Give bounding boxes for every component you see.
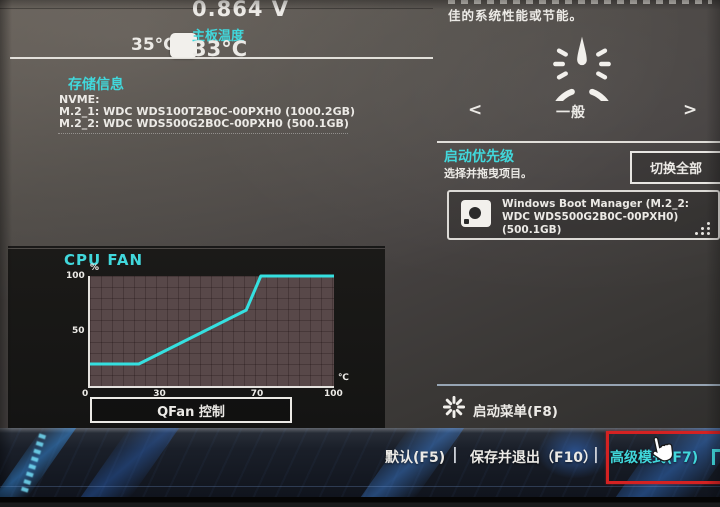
gauge-marker bbox=[170, 33, 197, 58]
storage-drive-m2-1: M.2_1: WDC WDS100T2B0C-00PXH0 (1000.2GB) bbox=[59, 105, 356, 118]
switch-all-button[interactable]: 切换全部 bbox=[630, 151, 720, 184]
fan-curve-svg bbox=[90, 274, 334, 366]
switch-all-label: 切换全部 bbox=[649, 162, 702, 177]
drive-icon bbox=[461, 200, 491, 227]
storage-section-title: 存储信息 bbox=[68, 77, 124, 93]
boot-priority-hint: 选择并拖曳项目。 bbox=[444, 167, 532, 180]
cpu-fan-panel: CPU FAN % ℃ 0 30 70 100 50 100 QFan 控制 bbox=[8, 249, 385, 429]
footer-divider: | bbox=[593, 444, 599, 463]
boot-menu-icon bbox=[442, 395, 466, 419]
fan-y-axis-label: % bbox=[90, 263, 100, 273]
fan-curve-line bbox=[90, 274, 334, 366]
annotation-highlight-box bbox=[606, 431, 720, 484]
light-streak bbox=[80, 428, 180, 497]
boot-menu-label: 启动菜单(F8) bbox=[473, 404, 558, 420]
panel-seam bbox=[0, 8, 433, 9]
gauge-icon bbox=[553, 36, 611, 101]
cyan-sparkle-streak bbox=[20, 433, 47, 493]
fan-tick-label: 100 bbox=[66, 271, 85, 281]
fan-x-axis-label: ℃ bbox=[338, 373, 349, 383]
footer-divider: | bbox=[452, 444, 458, 463]
monitor-bezel bbox=[0, 497, 720, 507]
fan-tick-label: 70 bbox=[250, 389, 264, 399]
mode-next-arrow[interactable]: > bbox=[683, 100, 698, 120]
mode-prev-arrow[interactable]: < bbox=[468, 100, 483, 120]
fan-panel-divider bbox=[8, 246, 385, 248]
boot-entry-item[interactable]: Windows Boot Manager (M.2_2: WDC WDS500G… bbox=[447, 190, 720, 240]
advanced-mode-f7-button[interactable]: 高级模式(F7) bbox=[610, 450, 699, 466]
fan-tick-label: 100 bbox=[324, 389, 343, 399]
storage-bus-label: NVME: bbox=[59, 93, 100, 106]
fan-tick-label: 30 bbox=[153, 389, 166, 399]
boot-entry-label: Windows Boot Manager (M.2_2: WDC WDS500G… bbox=[502, 198, 689, 236]
hand-cursor-icon bbox=[652, 436, 674, 462]
cropped-text-row bbox=[448, 0, 712, 4]
cutoff-glyph bbox=[712, 449, 720, 465]
boot-priority-title: 启动优先级 bbox=[444, 149, 514, 165]
fan-tick-label: 50 bbox=[72, 326, 85, 336]
board-temp-label: 主板温度 bbox=[192, 29, 245, 44]
default-f5-button[interactable]: 默认(F5) bbox=[385, 450, 446, 466]
boot-section-divider bbox=[437, 141, 720, 143]
storage-drive-m2-2: M.2_2: WDC WDS500G2B0C-00PXH0 (500.1GB) bbox=[59, 117, 349, 130]
fan-curve-plot[interactable] bbox=[88, 274, 334, 388]
qfan-control-button[interactable]: QFan 控制 bbox=[90, 397, 292, 423]
boot-menu-button[interactable]: 启动菜单(F8) bbox=[442, 395, 663, 422]
fan-tick-label: 0 bbox=[82, 389, 89, 399]
section-divider bbox=[10, 57, 433, 59]
fan-chart-title: CPU FAN bbox=[64, 251, 144, 269]
drag-handle-icon[interactable] bbox=[695, 222, 713, 235]
dotted-divider bbox=[58, 133, 348, 134]
save-exit-f10-button[interactable]: 保存并退出（F10） bbox=[470, 450, 598, 466]
performance-description: 佳的系统性能或节能。 bbox=[448, 8, 584, 23]
cpu-temp-value: 35°C bbox=[131, 35, 176, 55]
performance-mode-value: 一般 bbox=[556, 105, 586, 121]
voltage-value: 0.864 V bbox=[192, 0, 289, 21]
qfan-button-label: QFan 控制 bbox=[157, 404, 225, 420]
boot-menu-divider bbox=[437, 384, 720, 386]
